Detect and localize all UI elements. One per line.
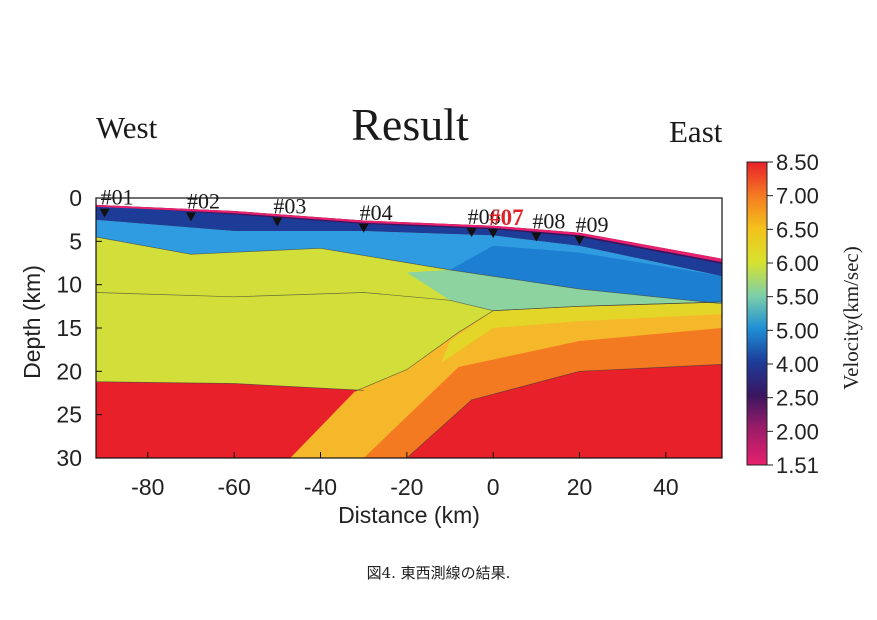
x-tick-label: -60 <box>218 474 251 500</box>
station-markers: #01 #02 #03 #04 #06#07 #08 #09 <box>99 185 609 245</box>
colorbar-tick-label: 2.50 <box>776 386 819 411</box>
station-label: #07 <box>489 205 524 230</box>
velocity-field <box>96 204 722 458</box>
station-label: #06 <box>468 204 501 229</box>
y-tick-label: 20 <box>56 358 82 384</box>
colorbar-tick-label: 6.00 <box>776 251 819 276</box>
colorbar-ticks: 8.50 7.00 6.50 6.00 5.50 5.00 4.00 2.50 2.00 1.51 <box>767 150 819 478</box>
colorbar-tick-label: 4.00 <box>776 352 819 377</box>
boundary-mantle-top <box>406 364 722 458</box>
x-tick-label: -80 <box>131 474 164 500</box>
station-marker <box>531 232 542 242</box>
station-marker <box>358 223 369 233</box>
y-tick-label: 0 <box>69 185 82 211</box>
figure-caption: 図4. 東西測線の結果. <box>366 564 511 582</box>
boundary-lower-crust-top <box>96 381 364 391</box>
x-tick-label: 40 <box>653 474 679 500</box>
colorbar-tick-label: 2.00 <box>776 419 819 444</box>
x-tick-label: -40 <box>304 474 337 500</box>
boundary-slab-upper <box>354 301 722 392</box>
station-marker <box>488 229 499 238</box>
chart-title: Result <box>351 99 469 150</box>
colorbar-label: Velocity(km/sec) <box>839 246 863 389</box>
y-axis: 0 5 10 15 20 25 30 <box>56 185 102 471</box>
slab-top-strip <box>441 302 722 363</box>
west-label: West <box>96 110 158 145</box>
boundary-upper-crust-base <box>96 236 722 305</box>
x-tick-label: 20 <box>567 474 593 500</box>
y-tick-label: 25 <box>56 402 82 428</box>
station-marker <box>185 212 196 222</box>
east-label: East <box>669 114 723 149</box>
y-axis-label: Depth (km) <box>19 265 45 379</box>
lower-crust-west <box>96 381 364 458</box>
station-label: #08 <box>532 208 565 233</box>
x-tick-label: 0 <box>487 474 500 500</box>
station-label: #04 <box>360 200 393 225</box>
station-label: #03 <box>273 193 306 218</box>
station-label: #09 <box>576 212 609 237</box>
x-tick-label: -20 <box>390 474 423 500</box>
x-axis: -80 -60 -40 -20 0 20 40 <box>131 452 679 500</box>
colorbar-tick-label: 1.51 <box>776 453 819 478</box>
colorbar-tick-label: 8.50 <box>776 150 819 175</box>
transition-region <box>406 269 722 311</box>
station-marker <box>272 217 283 227</box>
mantle-east <box>406 364 722 458</box>
y-tick-label: 30 <box>56 445 82 471</box>
colorbar-tick-label: 5.50 <box>776 285 819 310</box>
upper-crust-east-region <box>450 245 722 304</box>
layer-boundaries <box>96 236 722 458</box>
station-marker <box>466 228 477 238</box>
station-label: #02 <box>187 188 220 213</box>
colorbar-tick-label: 5.00 <box>776 318 819 343</box>
surface-layer-inner <box>96 205 722 276</box>
station-marker <box>574 235 585 245</box>
x-axis-label: Distance (km) <box>338 502 480 528</box>
station-label: #01 <box>101 185 134 210</box>
colorbar <box>746 161 768 466</box>
colorbar-tick-label: 6.50 <box>776 217 819 242</box>
y-tick-label: 5 <box>69 228 82 254</box>
y-tick-label: 10 <box>56 272 82 298</box>
station-marker <box>99 208 110 218</box>
y-tick-label: 15 <box>56 315 82 341</box>
colorbar-tick-label: 7.00 <box>776 184 819 209</box>
